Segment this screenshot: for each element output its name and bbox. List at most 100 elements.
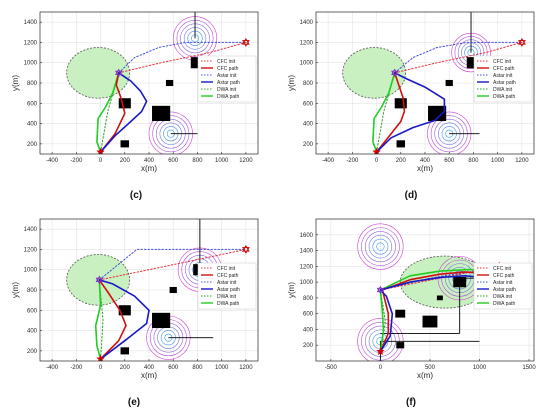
legend-label: Astar path xyxy=(493,80,516,86)
series-astar-path xyxy=(375,72,446,153)
series-dwa-init xyxy=(98,279,104,360)
x-tick-label: 1500 xyxy=(522,365,536,371)
x-tick-label: -200 xyxy=(70,158,83,164)
goal-marker xyxy=(242,37,250,47)
panel-label: (e) xyxy=(128,397,140,408)
obstacle xyxy=(428,105,447,122)
legend-label: Astar init xyxy=(493,73,513,79)
goal-marker-a xyxy=(242,37,250,45)
x-tick-label: 400 xyxy=(144,365,155,371)
hazard-zone xyxy=(342,47,407,99)
x-tick-label: -200 xyxy=(70,365,83,371)
y-tick-label: 800 xyxy=(27,288,38,294)
y-tick-label: 200 xyxy=(303,142,314,148)
y-tick-label: 400 xyxy=(27,122,38,128)
x-tick-label: 200 xyxy=(120,365,131,371)
goal-marker-b xyxy=(242,40,250,47)
y-tick-label: 1000 xyxy=(300,280,314,286)
x-tick-label: 1200 xyxy=(239,365,253,371)
legend-label: DWA init xyxy=(217,294,237,300)
chart-panel-2: -400 -200 0 200 400 600 800 1000 1200 200 400 600 80… xyxy=(287,11,535,201)
obstacle xyxy=(152,105,171,122)
y-tick-label: 1200 xyxy=(300,40,314,46)
series-cfc-init xyxy=(394,41,523,74)
plot-content xyxy=(66,12,250,154)
y-tick-label: 1400 xyxy=(24,227,38,233)
legend-box xyxy=(197,55,257,103)
threat-ring xyxy=(372,238,389,255)
waypoint-marker xyxy=(391,68,399,78)
obstacle xyxy=(453,276,467,288)
goal-marker-a xyxy=(242,244,250,252)
obstacle xyxy=(396,140,406,148)
series-astar-path xyxy=(98,279,150,360)
legend-label: Astar path xyxy=(217,287,240,293)
obstacle xyxy=(169,286,177,294)
waypoint-marker-b xyxy=(391,70,399,78)
x-tick-label: 600 xyxy=(168,365,179,371)
legend-label: DWA init xyxy=(493,87,513,93)
axes-frame xyxy=(315,218,535,362)
y-tick-label: 200 xyxy=(27,142,38,148)
waypoint-marker-b xyxy=(95,277,104,285)
obstacle xyxy=(422,315,438,328)
obstacle xyxy=(165,79,174,87)
threat-ring xyxy=(364,231,396,263)
obstacle xyxy=(120,347,130,355)
y-tick-label: 600 xyxy=(303,101,314,107)
x-tick-label: 1000 xyxy=(473,365,487,371)
obstacle xyxy=(396,342,405,349)
hazard-zone xyxy=(66,47,131,99)
x-tick-label: 0 xyxy=(379,365,383,371)
series-astar-path xyxy=(99,72,148,153)
legend-box xyxy=(473,262,533,310)
legend-label: Astar init xyxy=(217,73,237,79)
obstacle xyxy=(445,79,453,87)
y-tick-label: 1400 xyxy=(300,20,314,26)
hazard-zone xyxy=(66,254,131,306)
y-tick-label: 1200 xyxy=(300,264,314,270)
y-tick-label: 1000 xyxy=(24,61,38,67)
legend-label: DWA path xyxy=(217,301,240,307)
y-axis-label: y(m) xyxy=(11,75,20,91)
legend-label: Astar init xyxy=(217,280,237,286)
waypoint-marker-b xyxy=(115,70,123,78)
goal-marker-a xyxy=(518,37,526,45)
legend-box xyxy=(197,262,257,310)
series-cfc-path xyxy=(98,279,127,360)
obstacle xyxy=(152,312,171,329)
y-tick-label: 800 xyxy=(303,296,314,302)
x-tick-label: 1200 xyxy=(239,158,253,164)
legend-label: Astar path xyxy=(493,287,516,293)
y-tick-label: 600 xyxy=(303,312,314,318)
legend-label: CFC init xyxy=(493,59,512,65)
waypoint-marker xyxy=(95,275,104,285)
y-tick-label: 1000 xyxy=(300,61,314,67)
legend-label: Astar init xyxy=(493,280,513,286)
obstacle xyxy=(436,295,443,301)
x-axis-label: x(m) xyxy=(141,164,157,173)
x-tick-label: 200 xyxy=(396,158,407,164)
series-astar-init xyxy=(98,248,247,281)
plot-content xyxy=(342,12,526,154)
series-cfc-init xyxy=(98,248,247,281)
x-tick-label: 0 xyxy=(375,158,379,164)
y-tick-label: 200 xyxy=(303,343,314,349)
x-tick-label: -400 xyxy=(46,158,59,164)
x-tick-label: 0 xyxy=(99,158,103,164)
legend-label: DWA path xyxy=(493,94,516,100)
x-tick-label: 600 xyxy=(444,158,455,164)
x-tick-label: 1000 xyxy=(215,158,229,164)
x-tick-label: 400 xyxy=(144,158,155,164)
y-tick-label: 800 xyxy=(303,81,314,87)
y-tick-label: 400 xyxy=(303,122,314,128)
x-tick-label: 1000 xyxy=(215,365,229,371)
legend-label: DWA path xyxy=(493,301,516,307)
legend-label: DWA path xyxy=(217,94,240,100)
x-tick-label: 200 xyxy=(120,158,131,164)
x-tick-label: 1200 xyxy=(515,158,529,164)
goal-marker-b xyxy=(518,40,526,47)
